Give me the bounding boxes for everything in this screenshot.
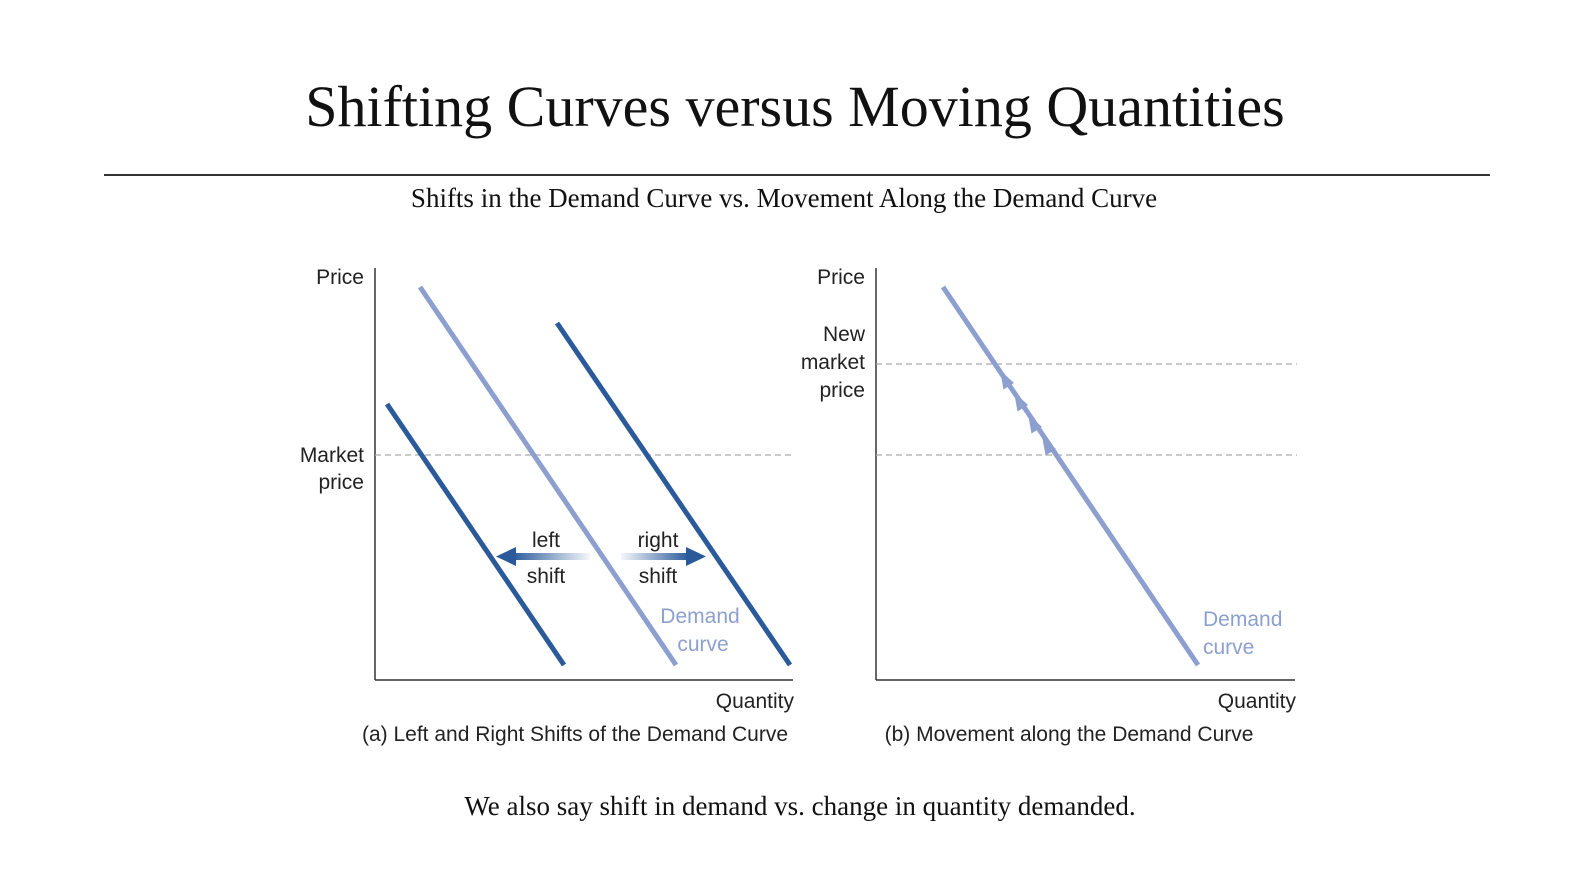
new-market-price-label-2: market <box>801 351 865 374</box>
panel-a-left-shifted-demand-curve <box>384 402 567 667</box>
panel-a-demand-curve-label-2: curve <box>677 633 728 656</box>
panel-b: Price New market price Demand curve Quan… <box>801 266 1297 746</box>
left-shift-arrow <box>496 547 590 566</box>
panel-a-original-demand-curve <box>417 285 679 667</box>
movement-arrows <box>1000 370 1056 456</box>
panel-a-x-axis-label: Quantity <box>716 690 795 713</box>
slide-subtitle: Shifts in the Demand Curve vs. Movement … <box>410 183 1158 213</box>
panel-a-y-axis-label: Price <box>316 266 364 289</box>
right-shift-label: right <box>638 529 679 552</box>
new-market-price-label: New <box>823 323 866 346</box>
slide-title: Shifting Curves versus Moving Quantities <box>305 74 1285 139</box>
panel-a-market-price-label-2: price <box>318 471 364 494</box>
panel-a-market-price-label: Market <box>300 444 364 467</box>
panel-b-demand-curve-label: Demand <box>1203 608 1282 631</box>
footer-note: We also say shift in demand vs. change i… <box>464 791 1136 821</box>
new-market-price-label-3: price <box>819 379 865 402</box>
title-divider <box>104 174 1490 176</box>
right-shift-arrow <box>621 547 706 566</box>
panel-b-y-axis-label: Price <box>817 266 865 289</box>
left-shift-label-2: shift <box>527 565 566 588</box>
right-shift-label-2: shift <box>639 565 678 588</box>
panel-a-caption: (a) Left and Right Shifts of the Demand … <box>362 723 788 746</box>
left-shift-label: left <box>532 529 560 552</box>
panel-b-x-axis-label: Quantity <box>1218 690 1297 713</box>
panel-a-demand-curve-label: Demand <box>660 605 739 628</box>
panel-b-caption: (b) Movement along the Demand Curve <box>885 723 1254 746</box>
panel-b-demand-curve <box>940 285 1201 667</box>
panel-b-demand-curve-label-2: curve <box>1203 636 1254 659</box>
panel-a: Price Market price left shift right shif… <box>300 266 795 746</box>
panel-a-right-shifted-demand-curve <box>554 321 793 667</box>
